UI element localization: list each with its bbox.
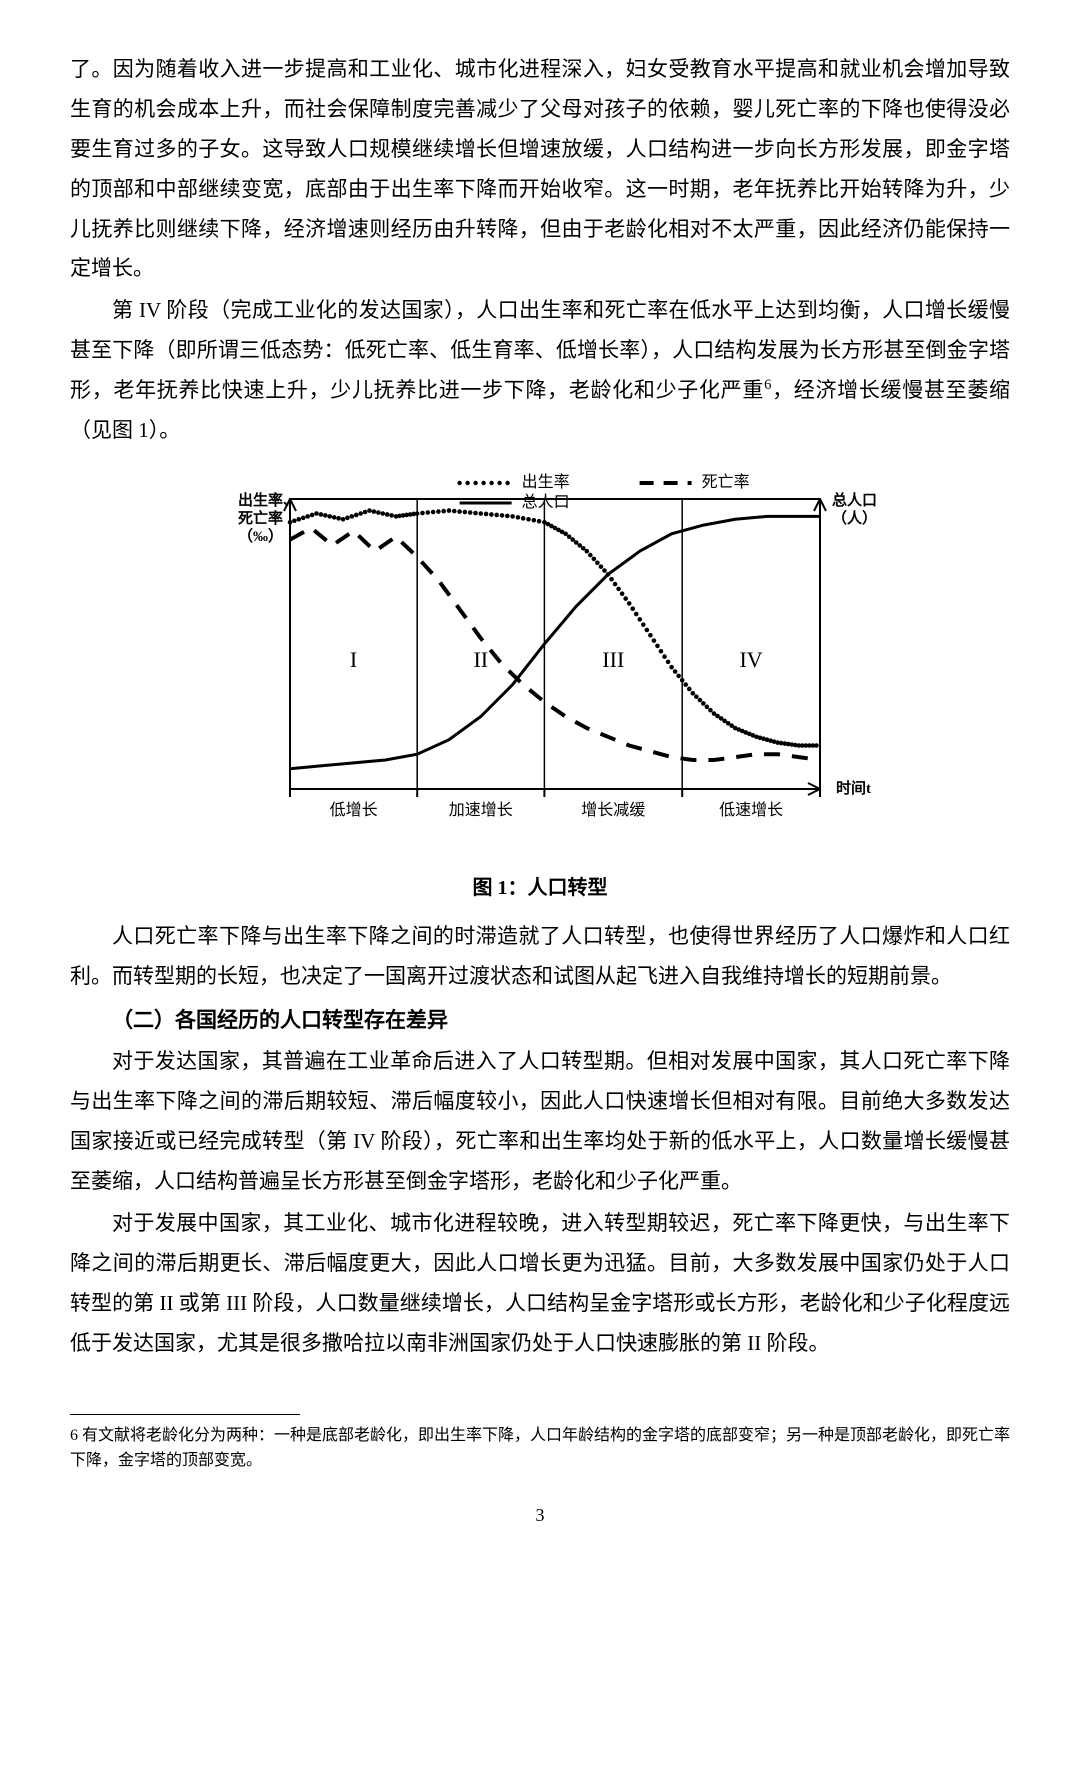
body-paragraph: 了。因为随着收入进一步提高和工业化、城市化进程深入，妇女受教育水平提高和就业机会… xyxy=(70,50,1010,289)
body-paragraph: 人口死亡率下降与出生率下降之间的时滞造就了人口转型，也使得世界经历了人口爆炸和人… xyxy=(70,917,1010,997)
footnote: 6 有文献将老龄化分为两种：一种是底部老龄化，即出生率下降，人口年龄结构的金字塔… xyxy=(70,1423,1010,1474)
body-paragraph: 对于发展中国家，其工业化、城市化进程较晚，进入转型期较迟，死亡率下降更快，与出生… xyxy=(70,1204,1010,1364)
svg-text:出生率: 出生率 xyxy=(522,473,570,491)
footnote-separator xyxy=(70,1414,300,1415)
svg-text:（‰）: （‰） xyxy=(238,527,283,545)
figure: I低增长II加速增长III增长减缓IV低速增长出生率、死亡率（‰）总人口（人）时… xyxy=(70,469,1010,907)
footnote-text: 有文献将老龄化分为两种：一种是底部老龄化，即出生率下降，人口年龄结构的金字塔的底… xyxy=(70,1427,1010,1470)
footnote-marker: 6 xyxy=(70,1427,78,1444)
svg-text:死亡率: 死亡率 xyxy=(238,509,283,527)
svg-text:III: III xyxy=(602,647,624,672)
svg-text:死亡率: 死亡率 xyxy=(702,473,750,491)
chart-container: I低增长II加速增长III增长减缓IV低速增长出生率、死亡率（‰）总人口（人）时… xyxy=(190,469,890,863)
svg-text:总人口: 总人口 xyxy=(832,491,877,509)
svg-text:I: I xyxy=(350,647,357,672)
svg-text:IV: IV xyxy=(739,647,762,672)
body-paragraph: 对于发达国家，其普遍在工业革命后进入了人口转型期。但相对发展中国家，其人口死亡率… xyxy=(70,1042,1010,1202)
body-paragraph: 第 IV 阶段（完成工业化的发达国家），人口出生率和死亡率在低水平上达到均衡，人… xyxy=(70,291,1010,451)
svg-text:低增长: 低增长 xyxy=(330,801,378,819)
svg-text:出生率、: 出生率、 xyxy=(238,491,298,509)
svg-text:（人）: （人） xyxy=(832,509,877,527)
svg-text:总人口: 总人口 xyxy=(522,493,570,511)
svg-text:时间t: 时间t xyxy=(836,779,871,797)
svg-text:增长减缓: 增长减缓 xyxy=(581,801,645,819)
section-heading: （二）各国经历的人口转型存在差异 xyxy=(70,1001,1010,1041)
svg-text:低速增长: 低速增长 xyxy=(719,801,783,819)
svg-text:II: II xyxy=(473,647,488,672)
page-number: 3 xyxy=(70,1498,1010,1532)
svg-text:加速增长: 加速增长 xyxy=(449,801,513,819)
demographic-transition-chart: I低增长II加速增长III增长减缓IV低速增长出生率、死亡率（‰）总人口（人）时… xyxy=(190,469,890,849)
figure-caption: 图 1：人口转型 xyxy=(70,869,1010,907)
